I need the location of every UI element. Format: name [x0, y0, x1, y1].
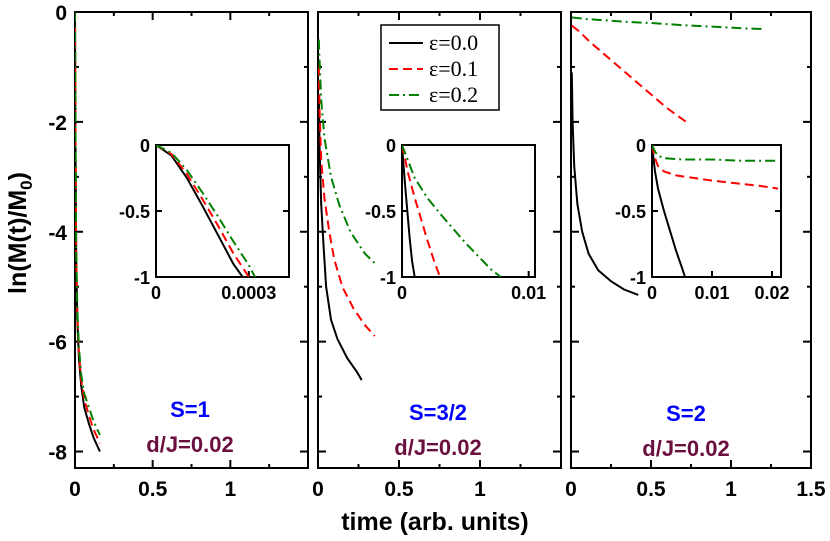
inset-series-line-2: [652, 145, 778, 162]
inset-2: 0 0.01 0 -0.5 -1: [365, 136, 546, 303]
series-line-0: [571, 72, 639, 296]
x-axis-title: time (arb. units): [341, 508, 529, 536]
series-line-1: [318, 66, 376, 337]
x-tick-label: 0.5: [138, 478, 168, 501]
x-tick-label: 0: [69, 478, 81, 501]
inset-y-tick-label: -1: [630, 268, 646, 288]
param-label: d/J=0.02: [146, 432, 233, 457]
inset-x-tick-label: 0: [647, 283, 657, 303]
x-tick-label: 1: [474, 478, 486, 501]
series-line-2: [318, 39, 377, 266]
inset-series-line-1: [652, 145, 779, 190]
y-tick-label: -8: [48, 442, 67, 465]
y-tick-label: -2: [48, 112, 67, 135]
legend-label-2: ε=0.2: [429, 82, 478, 107]
legend-label-0: ε=0.0: [429, 30, 478, 55]
inset-1: 0 0.0003 0 -0.5 -1: [119, 136, 290, 303]
inset-series-line-1: [402, 145, 441, 277]
series-line-1: [75, 12, 101, 444]
inset-y-tick-label: -1: [134, 268, 150, 288]
spin-label: S=2: [666, 401, 706, 426]
panel-2: 0 0.5 1 0 0.01 0 -0.5 -1 S=3/2 d/J=0.02: [312, 11, 562, 501]
x-tick-label: 0: [565, 478, 577, 501]
inset-frame: [401, 144, 536, 278]
inset-frame: [651, 144, 782, 278]
inset-x-tick-label: 0.02: [754, 283, 789, 303]
y-tick-label: 0: [55, 2, 67, 25]
inset-x-tick-label: 0: [397, 283, 407, 303]
inset-series-line-2: [402, 145, 502, 277]
series-line-2: [571, 16, 764, 30]
inset-y-tick-label: -0.5: [119, 202, 150, 222]
inset-x-tick-label: 0.01: [694, 283, 729, 303]
x-tick-label: 0: [312, 478, 324, 501]
inset-y-tick-label: -0.5: [615, 202, 646, 222]
x-tick-label: 0.5: [384, 478, 414, 501]
inset-y-tick-label: 0: [140, 136, 150, 156]
inset-series-line-0: [652, 145, 686, 277]
param-label: d/J=0.02: [642, 436, 729, 461]
series-line-0: [75, 12, 101, 452]
inset-y-tick-label: -0.5: [365, 202, 396, 222]
x-tick-label: 0.5: [636, 478, 666, 501]
x-tick-label: 1: [725, 478, 737, 501]
inset-frame: [155, 144, 290, 278]
inset-y-tick-label: -1: [380, 268, 396, 288]
panel-3: 0 0.5 1 1.5 0 0.01 0.02 0 -0.5 -1 S=2 d/J=0.02: [565, 11, 826, 501]
series-line-0: [318, 94, 363, 381]
inset-3: 0 0.01 0.02 0 -0.5 -1: [615, 136, 790, 303]
inset-series-line-2: [156, 145, 256, 277]
series-line-1: [571, 24, 687, 123]
x-tick-label: 1.5: [796, 478, 826, 501]
spin-label: S=3/2: [409, 400, 467, 425]
legend: ε=0.0ε=0.1ε=0.2: [380, 24, 500, 111]
legend-box: [380, 24, 500, 111]
y-axis-title: ln(M(t)/M0): [4, 172, 36, 294]
y-tick-label: -4: [48, 222, 67, 245]
inset-series-line-1: [156, 145, 250, 277]
inset-y-tick-label: 0: [386, 136, 396, 156]
inset-x-tick-label: 0: [151, 283, 161, 303]
inset-y-tick-label: 0: [636, 136, 646, 156]
inset-x-tick-label: 0.01: [511, 283, 546, 303]
inset-x-tick-label: 0.0003: [221, 283, 276, 303]
series-line-2: [75, 12, 101, 436]
inset-series-line-0: [402, 145, 416, 277]
spin-label: S=1: [170, 397, 210, 422]
param-label: d/J=0.02: [394, 435, 481, 460]
y-tick-label: -6: [48, 332, 67, 355]
x-tick-label: 1: [224, 478, 236, 501]
legend-label-1: ε=0.1: [429, 56, 478, 81]
